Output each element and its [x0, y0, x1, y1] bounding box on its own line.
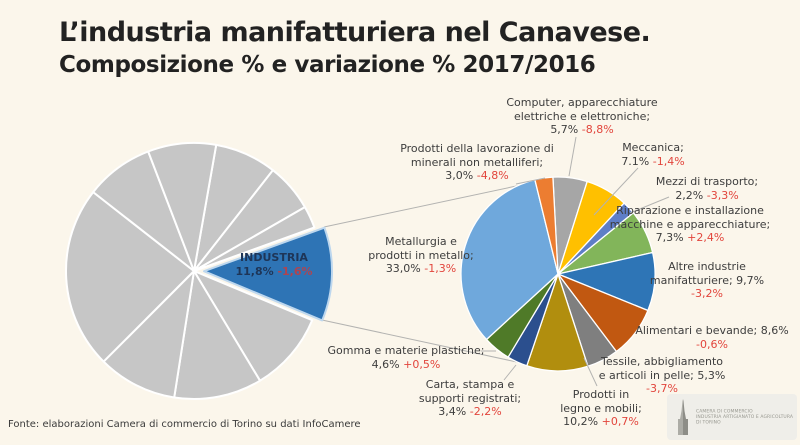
- mole-antonelliana-icon: [678, 399, 688, 435]
- industria-slice-label: INDUSTRIA 11,8% -1,6%: [235, 251, 312, 279]
- pie-slice-other-sector-5: [173, 270, 261, 401]
- leader-line-carta-stampa-supporti: [503, 364, 517, 381]
- logo-line-1: CAMERA DI COMMERCIO: [696, 408, 753, 414]
- logo-line-2: INDUSTRIA ARTIGIANATO E AGRICOLTURA: [696, 414, 794, 420]
- pie-slice-industria: [203, 226, 334, 322]
- title-line-2: Composizione % e variazione % 2017/2016: [59, 52, 596, 78]
- industria-values: 11,8% -1,6%: [235, 265, 313, 278]
- title-line-1: L’industria manifatturiera nel Canavese.: [59, 17, 651, 48]
- pie-slice-other-sector-6: [102, 270, 195, 399]
- chamber-of-commerce-logo: CAMERA DI COMMERCIO INDUSTRIA ARTIGIANAT…: [667, 394, 797, 440]
- pie-slice-other-sector-7: [65, 191, 195, 363]
- pie-slice-other-sector-4: [193, 270, 314, 382]
- leader-line-legno-e-mobili: [583, 357, 598, 387]
- pie-slice-metallurgia-prodotti-metallo: [460, 179, 559, 341]
- pie-slice-other-sector-9: [147, 142, 218, 272]
- leader-line-minerali-non-metalliferi: [515, 177, 546, 185]
- leader-line-computer-apparecchiature: [568, 136, 577, 177]
- logo-text: CAMERA DI COMMERCIO INDUSTRIA ARTIGIANAT…: [696, 409, 793, 426]
- pie-slice-other-sector-3: [193, 206, 316, 272]
- page-title: L’industria manifatturiera nel Canavese.…: [59, 15, 651, 80]
- industria-name: INDUSTRIA: [240, 251, 308, 264]
- leader-line-mezzi-di-trasporto: [629, 196, 670, 214]
- leader-line-meccanica: [593, 167, 639, 216]
- source-note: Fonte: elaborazioni Camera di commercio …: [8, 419, 361, 430]
- logo-line-3: DI TORINO: [696, 419, 721, 425]
